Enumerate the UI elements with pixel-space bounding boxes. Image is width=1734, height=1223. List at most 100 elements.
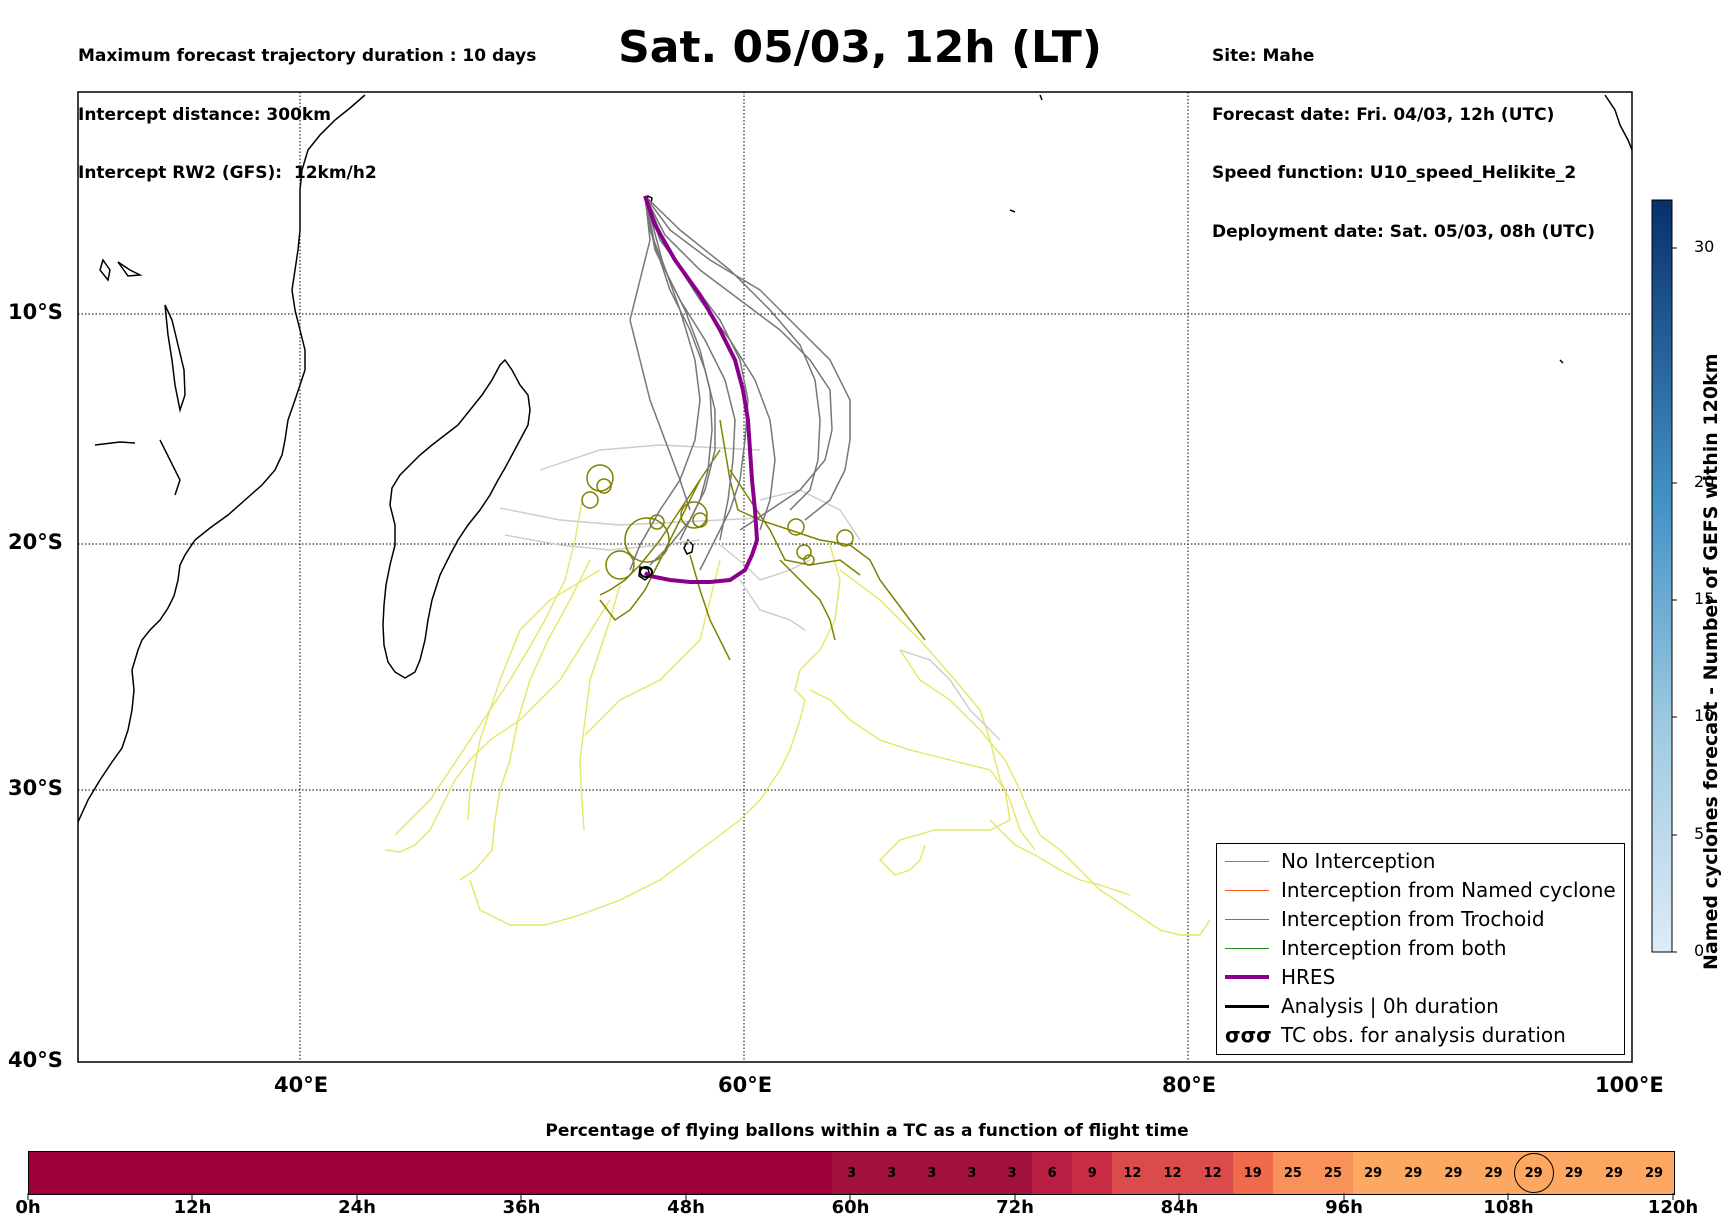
hour-label: 72h <box>996 1197 1034 1218</box>
hour-label: 96h <box>1325 1197 1363 1218</box>
highlight-circle <box>1513 1153 1554 1193</box>
map-frame <box>77 91 1633 1063</box>
lon-label-40e: 40°E <box>274 1073 329 1097</box>
hour-label: 48h <box>667 1197 705 1218</box>
map-gridlines <box>78 92 1632 1062</box>
legend-item-both: Interception from both <box>1225 935 1620 961</box>
lat-label-30s: 30°S <box>8 776 63 800</box>
legend-swatch <box>1225 1004 1269 1008</box>
percentage-cell <box>550 1152 591 1194</box>
percentage-cell: 29 <box>1634 1152 1675 1194</box>
forecast-date-text: Forecast date: Fri. 04/03, 12h (UTC) <box>1212 104 1555 125</box>
percentage-cell: 3 <box>831 1152 872 1194</box>
percentage-cell <box>590 1152 631 1194</box>
legend-label: TC obs. for analysis duration <box>1281 1023 1566 1047</box>
percentage-cell <box>711 1152 752 1194</box>
percentage-cell <box>630 1152 671 1194</box>
lon-label-80e: 80°E <box>1162 1073 1217 1097</box>
hour-label: 12h <box>173 1197 212 1218</box>
legend-item-analysis: Analysis | 0h duration <box>1225 993 1620 1019</box>
colorbar-tick-5: 5 <box>1694 824 1705 843</box>
legend-label: Interception from both <box>1281 936 1507 960</box>
colorbar-tick-10: 10 <box>1694 706 1715 725</box>
percentage-cell <box>309 1152 350 1194</box>
page-title: Sat. 05/03, 12h (LT) <box>618 22 1102 73</box>
percentage-cell <box>751 1152 792 1194</box>
legend-label: HRES <box>1281 965 1336 989</box>
header-right-info: Site: Mahe Forecast date: Fri. 04/03, 12… <box>1212 8 1595 262</box>
percentage-cell: 29 <box>1593 1152 1634 1194</box>
legend-item-no-interception: No Interception <box>1225 848 1620 874</box>
lat-label-10s: 10°S <box>8 300 63 324</box>
hour-label: 108h <box>1483 1197 1534 1218</box>
intercept-rw2-text: Intercept RW2 (GFS): 12km/h2 <box>78 163 377 183</box>
legend-swatch <box>1225 975 1269 979</box>
hour-label: 24h <box>338 1197 376 1218</box>
percentage-cell: 12 <box>1192 1152 1233 1194</box>
legend-swatch <box>1225 889 1269 891</box>
percentage-cell: 6 <box>1032 1152 1073 1194</box>
percentage-cell: 9 <box>1072 1152 1113 1194</box>
spiral-icon: σσσ <box>1225 1023 1272 1047</box>
percentage-cell: 12 <box>1112 1152 1153 1194</box>
lon-label-60e: 60°E <box>718 1073 773 1097</box>
percentage-cell <box>671 1152 712 1194</box>
tc-percentage-bar: 3 3 3 3 3 6 9 12 12 12 19 25 25 29 29 29 29 29 29 29 29 <box>28 1151 1675 1195</box>
percentage-cell: 3 <box>992 1152 1033 1194</box>
percentage-cell: 12 <box>1152 1152 1193 1194</box>
map-legend: No Interception Interception from Named … <box>1216 843 1625 1055</box>
percentage-cell: 3 <box>871 1152 912 1194</box>
legend-swatch <box>1225 860 1269 862</box>
percentage-cell <box>29 1152 70 1194</box>
colorbar-tick-20: 20 <box>1694 472 1715 491</box>
percentage-cell: 29 <box>1513 1152 1554 1194</box>
percentage-cell <box>189 1152 230 1194</box>
speed-function-text: Speed function: U10_speed_Helikite_2 <box>1212 163 1577 183</box>
intercept-distance-text: Intercept distance: 300km <box>78 104 331 125</box>
legend-item-trochoid: Interception from Trochoid <box>1225 906 1620 932</box>
percentage-cell: 25 <box>1313 1152 1354 1194</box>
hour-label: 120h <box>1647 1197 1699 1218</box>
legend-label: Interception from Trochoid <box>1281 907 1545 931</box>
hour-label: 0h <box>15 1197 41 1218</box>
percentage-cell <box>390 1152 431 1194</box>
legend-label: Interception from Named cyclone <box>1281 878 1616 902</box>
colorbar-tick-30: 30 <box>1694 237 1715 256</box>
vertical-colorbar <box>1651 199 1677 953</box>
hres-trajectory <box>643 195 760 584</box>
madagascar-coastline <box>382 358 531 679</box>
legend-label: Analysis | 0h duration <box>1281 994 1499 1018</box>
trajectory-duration-text: Maximum forecast trajectory duration : 1… <box>78 46 537 66</box>
percentage-cell: 29 <box>1473 1152 1514 1194</box>
percentage-cell <box>510 1152 551 1194</box>
header-left-info: Maximum forecast trajectory duration : 1… <box>78 8 536 203</box>
percentage-cell <box>430 1152 471 1194</box>
percentage-cell <box>109 1152 150 1194</box>
lat-label-40s: 40°S <box>8 1048 63 1072</box>
percentage-cell <box>69 1152 110 1194</box>
deployment-date-text: Deployment date: Sat. 05/03, 08h (UTC) <box>1212 221 1596 242</box>
legend-item-named-cyclone: Interception from Named cyclone <box>1225 877 1620 903</box>
legend-label: No Interception <box>1281 849 1436 873</box>
percentage-cell: 3 <box>911 1152 952 1194</box>
trajectories-olive <box>581 419 926 661</box>
colorbar-tick-15: 15 <box>1694 589 1715 608</box>
hour-label: 84h <box>1160 1197 1199 1218</box>
reunion-coastline <box>638 566 651 581</box>
percentage-cell: 25 <box>1272 1152 1313 1194</box>
percentage-cell <box>269 1152 310 1194</box>
lon-label-100e: 100°E <box>1595 1073 1664 1097</box>
percentage-cell: 29 <box>1553 1152 1594 1194</box>
hour-label: 60h <box>831 1197 870 1218</box>
bottom-bar-title: Percentage of flying ballons within a TC… <box>545 1121 1189 1141</box>
legend-swatch <box>1225 947 1269 949</box>
legend-swatch <box>1225 918 1269 920</box>
legend-item-hres: HRES <box>1225 964 1620 990</box>
percentage-cell <box>350 1152 391 1194</box>
hour-label: 36h <box>502 1197 541 1218</box>
percentage-cell <box>229 1152 270 1194</box>
colorbar-tick-0: 0 <box>1694 941 1705 960</box>
legend-item-tc-obs: σσσ TC obs. for analysis duration <box>1225 1022 1620 1048</box>
